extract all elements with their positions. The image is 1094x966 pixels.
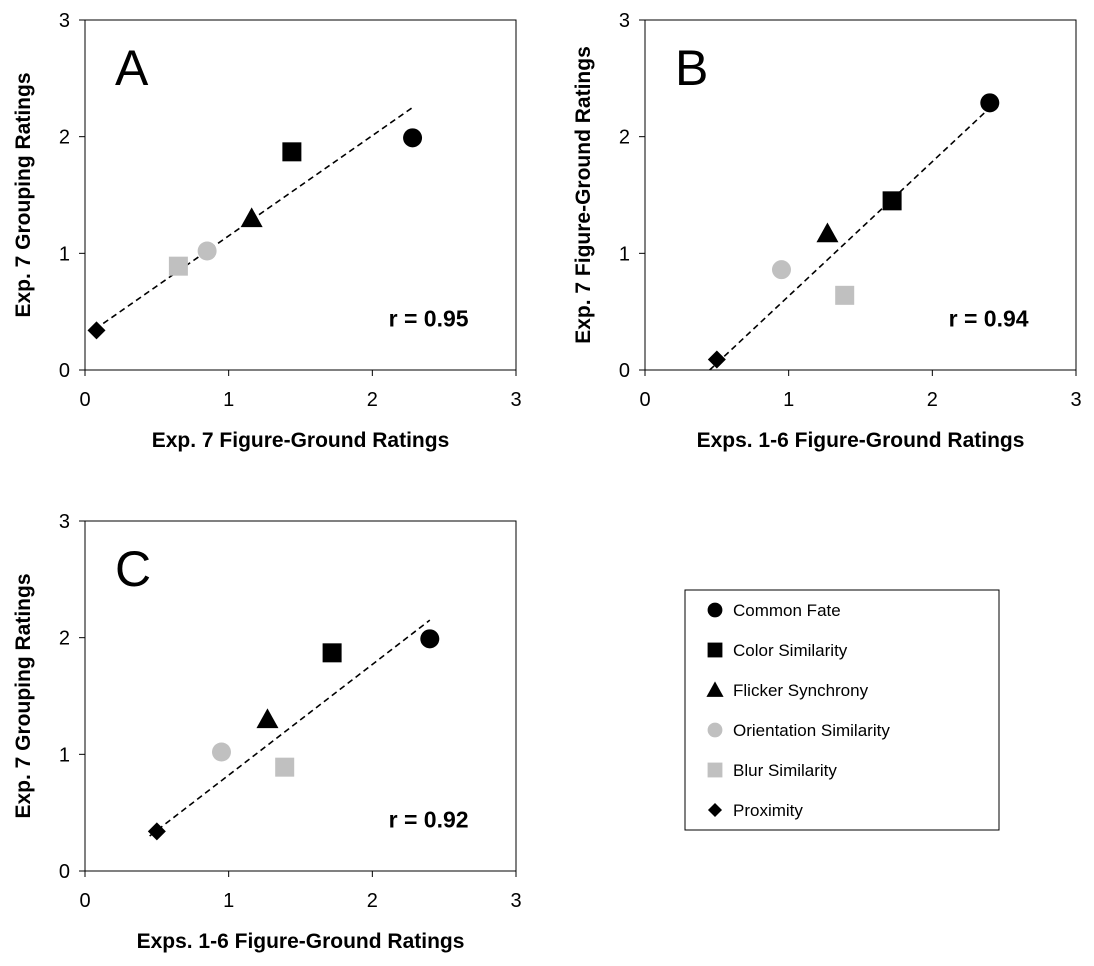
data-point-common-fate <box>980 93 1000 113</box>
x-tick-label: 3 <box>1070 389 1081 411</box>
x-tick-label: 1 <box>223 890 234 912</box>
x-tick-label: 1 <box>783 389 794 411</box>
y-tick-label: 0 <box>59 861 70 883</box>
x-axis-label: Exp. 7 Figure-Ground Ratings <box>152 429 450 452</box>
data-point-orientation-similarity <box>771 260 791 280</box>
legend-item-proximity: Proximity <box>707 801 803 820</box>
y-tick-label: 2 <box>59 127 70 149</box>
plot-frame <box>84 19 517 371</box>
data-point-proximity <box>147 822 166 841</box>
legend-marker <box>707 722 723 738</box>
data-point-common-fate <box>420 629 440 649</box>
x-tick-label: 3 <box>510 389 521 411</box>
data-point-flicker-synchrony <box>256 708 279 729</box>
x-axis-label: Exps. 1-6 Figure-Ground Ratings <box>697 429 1025 452</box>
legend-label: Orientation Similarity <box>733 721 890 740</box>
trend-line <box>149 619 431 837</box>
legend-label: Common Fate <box>733 601 841 620</box>
legend-label: Proximity <box>733 801 803 820</box>
x-tick-label: 3 <box>510 890 521 912</box>
x-tick-label: 0 <box>639 389 650 411</box>
x-tick-label: 2 <box>367 389 378 411</box>
panel-letter: B <box>675 40 708 96</box>
chart-panel-b: 0 1 2 3 0 1 2 3 Exps. 1-6 Figure-Ground Ratings E… <box>572 10 1082 452</box>
data-point-proximity <box>87 321 106 340</box>
data-point-flicker-synchrony <box>816 222 839 243</box>
y-tick-label: 0 <box>59 360 70 382</box>
data-point-blur-similarity <box>275 757 295 777</box>
data-point-blur-similarity <box>835 285 855 305</box>
y-tick-label: 0 <box>619 360 630 382</box>
chart-panel-c: 0 1 2 3 0 1 2 3 Exps. 1-6 Figure-Ground Ratings E… <box>12 511 522 953</box>
data-point-proximity <box>707 350 726 369</box>
data-point-orientation-similarity <box>197 241 217 261</box>
legend-item-orientation-similarity: Orientation Similarity <box>707 721 890 740</box>
correlation-label: r = 0.92 <box>389 806 469 832</box>
legend-item-color-similarity: Color Similarity <box>707 641 848 660</box>
y-tick-label: 2 <box>619 127 630 149</box>
x-axis-label: Exps. 1-6 Figure-Ground Ratings <box>137 930 465 953</box>
data-point-common-fate <box>403 128 423 148</box>
x-tick-label: 1 <box>223 389 234 411</box>
data-point-orientation-similarity <box>211 742 231 762</box>
y-tick-label: 3 <box>59 511 70 533</box>
y-tick-label: 1 <box>619 243 630 265</box>
legend-item-flicker-synchrony: Flicker Synchrony <box>706 681 869 700</box>
legend-label: Blur Similarity <box>733 761 837 780</box>
plot-frame <box>84 520 517 872</box>
correlation-label: r = 0.94 <box>949 305 1029 331</box>
legend: Common Fate Color Similarity Flicker Synch… <box>684 589 1000 831</box>
x-tick-label: 2 <box>367 890 378 912</box>
legend-label: Flicker Synchrony <box>733 681 869 700</box>
legend-marker <box>707 802 723 818</box>
x-tick-label: 0 <box>79 890 90 912</box>
legend-box <box>684 589 1000 831</box>
legend-label: Color Similarity <box>733 641 848 660</box>
y-tick-label: 3 <box>59 10 70 32</box>
panel-letter: C <box>115 541 151 597</box>
y-tick-label: 1 <box>59 243 70 265</box>
plot-frame <box>644 19 1077 371</box>
panel-letter: A <box>115 40 149 96</box>
data-point-color-similarity <box>882 191 902 211</box>
legend-item-common-fate: Common Fate <box>707 601 841 620</box>
data-point-blur-similarity <box>168 256 188 276</box>
correlation-label: r = 0.95 <box>389 305 469 331</box>
x-tick-label: 0 <box>79 389 90 411</box>
legend-marker <box>707 602 723 618</box>
trend-line <box>709 104 994 371</box>
y-axis-label: Exp. 7 Grouping Ratings <box>12 72 35 317</box>
data-point-flicker-synchrony <box>240 207 263 228</box>
data-point-color-similarity <box>322 643 342 663</box>
legend-marker <box>707 762 723 778</box>
legend-marker <box>707 642 723 658</box>
chart-panel-a: 0 1 2 3 0 1 2 3 Exp. 7 Figure-Ground Ratings Exp.… <box>12 10 522 452</box>
y-tick-label: 2 <box>59 628 70 650</box>
y-axis-label: Exp. 7 Figure-Ground Ratings <box>572 46 595 344</box>
legend-marker <box>706 681 724 697</box>
legend-item-blur-similarity: Blur Similarity <box>707 761 837 780</box>
y-tick-label: 3 <box>619 10 630 32</box>
y-axis-label: Exp. 7 Grouping Ratings <box>12 573 35 818</box>
y-tick-label: 1 <box>59 744 70 766</box>
x-tick-label: 2 <box>927 389 938 411</box>
data-point-color-similarity <box>282 142 302 162</box>
